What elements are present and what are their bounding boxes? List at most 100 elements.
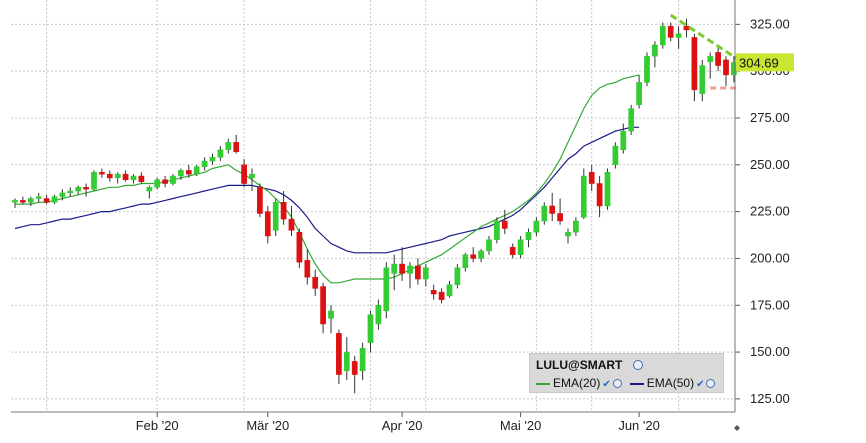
- ema50-line: [14, 126, 640, 254]
- candle-body: [288, 218, 295, 231]
- candle: [675, 26, 682, 49]
- candle: [636, 74, 642, 109]
- x-tick-label: Mär '20: [246, 418, 289, 433]
- candle: [178, 168, 184, 180]
- candle: [486, 235, 492, 255]
- candle: [359, 342, 366, 381]
- candle-body: [272, 202, 279, 231]
- legend-symbol: LULU@SMART: [536, 358, 623, 372]
- candle-body: [707, 55, 714, 63]
- plot-area: [11, 0, 735, 412]
- candle-body: [114, 173, 121, 179]
- ema20-check-icon[interactable]: ✔: [602, 379, 611, 390]
- candle-body: [620, 130, 627, 151]
- candle-body: [604, 172, 611, 207]
- candle-body: [699, 65, 706, 94]
- x-tick-label: Apr '20: [382, 418, 423, 433]
- candle-body: [20, 200, 26, 203]
- candle: [604, 168, 611, 210]
- legend-ema20-label: EMA(20): [553, 376, 601, 390]
- candle: [114, 172, 121, 184]
- candle: [446, 280, 453, 298]
- ema50-settings-icon[interactable]: [706, 379, 716, 389]
- candle-body: [146, 187, 153, 192]
- candle-body: [264, 211, 271, 237]
- y-tick-label: 250.00: [750, 157, 790, 172]
- candle-body: [723, 59, 729, 76]
- candle: [628, 104, 635, 135]
- candle: [193, 164, 200, 177]
- candle: [430, 284, 437, 300]
- candle-body: [138, 175, 145, 182]
- ema20-layer: [15, 74, 640, 284]
- candle-body: [557, 213, 563, 222]
- candle: [399, 247, 405, 281]
- candle-body: [462, 254, 469, 269]
- candle-body: [162, 179, 168, 184]
- candle-body: [683, 25, 690, 31]
- candle-body: [501, 220, 508, 229]
- candle-body: [517, 239, 524, 255]
- ema50-layer: [14, 126, 640, 254]
- candle: [470, 247, 477, 263]
- candle: [185, 164, 192, 178]
- candle: [272, 198, 279, 236]
- candle: [391, 254, 398, 291]
- trendline: [669, 13, 740, 62]
- candle: [525, 228, 532, 248]
- candle: [715, 44, 721, 72]
- candle-body: [91, 172, 97, 190]
- y-tick-label: 200.00: [750, 250, 790, 265]
- candle-body: [383, 267, 390, 312]
- candle: [588, 164, 595, 192]
- last-price-label: 304.69: [739, 55, 779, 70]
- candle: [336, 329, 342, 384]
- candle-body: [130, 175, 137, 181]
- axis-layer: 325.00300.00275.00250.00225.00200.00175.…: [11, 0, 794, 433]
- candle-body: [399, 263, 405, 274]
- legend: LULU@SMART EMA(20) ✔ EMA(50) ✔: [529, 353, 724, 393]
- candle: [454, 264, 461, 289]
- candle-body: [43, 198, 50, 203]
- candle-body: [391, 263, 398, 274]
- candle-body: [27, 198, 34, 203]
- candle: [541, 202, 548, 225]
- candle-body: [296, 231, 303, 263]
- candle-body: [675, 33, 682, 38]
- candle: [106, 170, 113, 182]
- candle-body: [549, 205, 556, 214]
- candle-body: [486, 239, 492, 252]
- candle: [509, 243, 516, 259]
- candle-body: [667, 25, 674, 38]
- y-tick-label: 275.00: [750, 110, 790, 125]
- candle-body: [99, 172, 105, 175]
- candle-body: [154, 179, 161, 188]
- ema50-check-icon[interactable]: ✔: [696, 379, 705, 390]
- symbol-settings-icon[interactable]: [633, 360, 643, 370]
- candle-body: [573, 220, 579, 233]
- candle: [130, 174, 137, 184]
- candle-body: [628, 108, 635, 132]
- candle-body: [233, 142, 240, 152]
- candle: [20, 196, 26, 205]
- candle: [557, 198, 563, 225]
- candle: [201, 157, 208, 171]
- candle-body: [201, 160, 208, 167]
- candle-body: [470, 254, 477, 259]
- candle-body: [509, 246, 516, 255]
- candle-body: [336, 333, 342, 375]
- y-tick-label: 225.00: [750, 204, 790, 219]
- candle-body: [178, 170, 184, 177]
- candle-body: [612, 145, 619, 166]
- grid-layer: [11, 0, 735, 412]
- candle: [565, 228, 571, 244]
- axis-corner-marker: [734, 425, 740, 431]
- x-tick-label: Mai '20: [500, 418, 542, 433]
- candle: [83, 183, 89, 197]
- candle: [659, 22, 666, 49]
- candle-body: [478, 250, 484, 259]
- candle-body: [83, 187, 89, 190]
- candle: [328, 305, 334, 334]
- ema20-settings-icon[interactable]: [612, 379, 622, 389]
